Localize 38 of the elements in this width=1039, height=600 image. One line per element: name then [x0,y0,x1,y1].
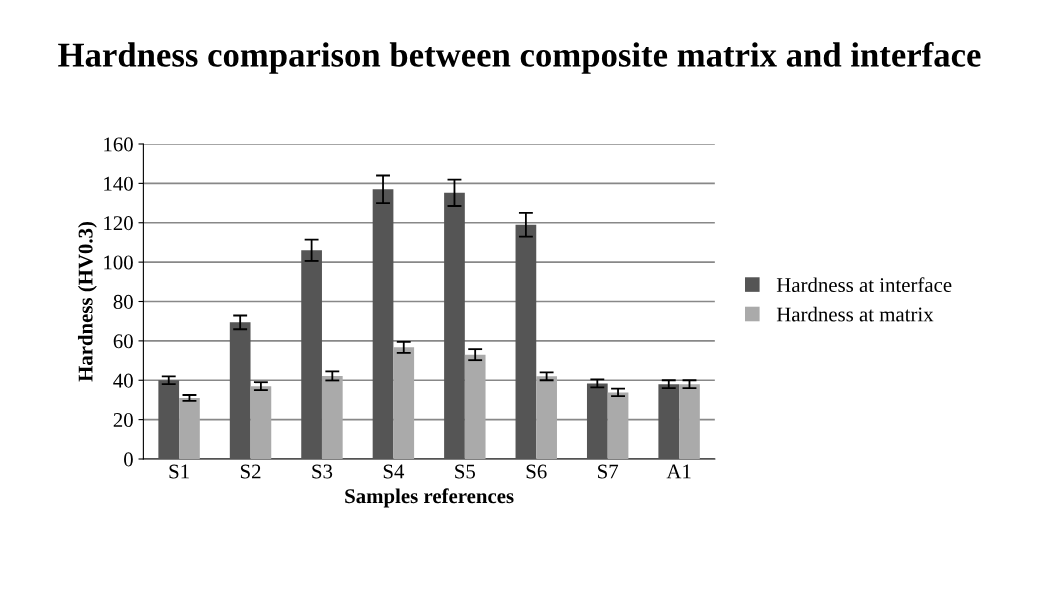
legend-label: Hardness at matrix [776,306,934,322]
bar [679,384,700,459]
x-tick-label: S7 [598,464,619,479]
x-axis-title: Samples references [345,488,514,508]
bar [250,386,272,459]
y-tick-label: 60 [113,334,133,349]
x-tick-label: S6 [526,464,547,479]
x-tick-label: S1 [169,464,189,479]
x-tick-label: A1 [666,464,691,479]
y-tick-label: 80 [113,294,133,309]
y-tick-label: 0 [124,452,133,467]
bar [607,392,629,459]
bar [372,189,394,459]
y-tick-label: 20 [113,413,133,428]
bar [393,347,415,459]
x-tick-label: S3 [312,464,333,479]
bar [229,322,251,459]
y-tick-label: 40 [113,373,133,388]
y-tick-label: 140 [104,176,133,191]
bar [158,380,180,459]
y-tick-label: 160 [104,137,133,152]
bar [444,192,465,459]
bar [658,384,680,459]
y-tick-label: 100 [104,255,133,270]
x-tick-label: S5 [455,464,476,479]
bar [515,224,537,459]
x-tick-label: S2 [240,464,261,479]
bar [536,376,557,459]
bar [464,354,486,459]
bar [321,375,343,459]
chart-title: Hardness comparison between composite matrix and interface [58,42,981,74]
bar [179,397,200,459]
x-tick-label: S4 [383,464,405,479]
legend-label: Hardness at interface [776,277,952,293]
bar [586,383,608,459]
bar [301,250,322,459]
y-axis-title: Hardness (HV0.3) [77,221,97,382]
y-tick-label: 120 [104,216,133,231]
